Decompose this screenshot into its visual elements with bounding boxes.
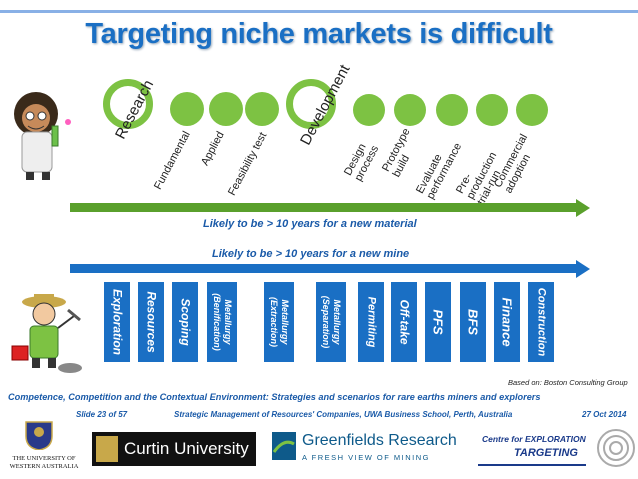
research-circle (103, 79, 153, 129)
mine-stage-pfs: PFS (425, 282, 451, 362)
mine-stage-metallurgy-extraction: Metallurgy (Extraction) (264, 282, 294, 362)
mine-timeline-arrow (70, 264, 578, 273)
stage-label-prototype: Prototype build (380, 126, 413, 180)
stage-label-applied: Applied (199, 129, 227, 168)
development-circle (286, 79, 336, 129)
slide-title: Targeting niche markets is difficult (85, 18, 553, 50)
stage-label-feasibility: Feasibility test (226, 130, 270, 198)
stage-dot-fundamental (170, 92, 204, 126)
greenfields-logo-icon (272, 432, 296, 460)
source-note: Based on: Boston Consulting Group (508, 378, 628, 387)
stage-label-fundamental: Fundamental (152, 129, 193, 192)
material-arrow-head (576, 199, 590, 217)
mine-stage-construction: Construction (528, 282, 554, 362)
mine-arrow-head (576, 260, 590, 278)
footer-date: 27 Oct 2014 (582, 410, 627, 419)
miner-illustration (11, 294, 82, 373)
stage-dot-evaluate (436, 94, 468, 126)
stage-dot-preproduction (476, 94, 508, 126)
material-timeline-arrow (70, 203, 578, 212)
mine-stage-permiting: Permiting (358, 282, 384, 362)
scientist-illustration (14, 92, 71, 180)
curtin-logo: Curtin University (92, 432, 256, 466)
mine-stage-scoping: Scoping (172, 282, 198, 362)
mine-stage-metallurgy-separation: Metallurgy (Separation) (316, 282, 346, 362)
stage-dot-feasibility (245, 92, 279, 126)
stage-dot-commercial (516, 94, 548, 126)
uwa-crest-icon (25, 421, 53, 450)
cet-target-icon (597, 429, 635, 467)
curtin-crest-icon (96, 436, 118, 462)
top-rule (0, 10, 638, 13)
material-caption: Likely to be > 10 years for a new materi… (203, 218, 417, 230)
cet-logo: Centre for EXPLORATION TARGETING (478, 434, 586, 466)
mine-stage-exploration: Exploration (104, 282, 130, 362)
stage-dot-applied (209, 92, 243, 126)
mine-stage-bfs: BFS (460, 282, 486, 362)
greenfields-logo-text: Greenfields Research (302, 432, 457, 449)
footer-slide-number: Slide 23 of 57 (76, 410, 128, 419)
greenfields-tagline: A FRESH VIEW OF MINING (302, 453, 431, 462)
stage-dot-design (353, 94, 385, 126)
mine-stage-resources: Resources (138, 282, 164, 362)
stage-label-design: Design process (342, 141, 382, 184)
uwa-logo-text: THE UNIVERSITY OF WESTERN AUSTRALIA (9, 455, 79, 470)
mine-caption: Likely to be > 10 years for a new mine (212, 248, 410, 260)
mine-stage-metallurgy-benification: Metallurgy (Benification) (207, 282, 237, 362)
footer-course: Strategic Management of Resources' Compa… (174, 410, 513, 419)
footer-subtitle: Competence, Competition and the Contextu… (8, 392, 541, 402)
mine-stage-off-take: Off-take (391, 282, 417, 362)
stage-dot-prototype (394, 94, 426, 126)
mine-stage-finance: Finance (494, 282, 520, 362)
